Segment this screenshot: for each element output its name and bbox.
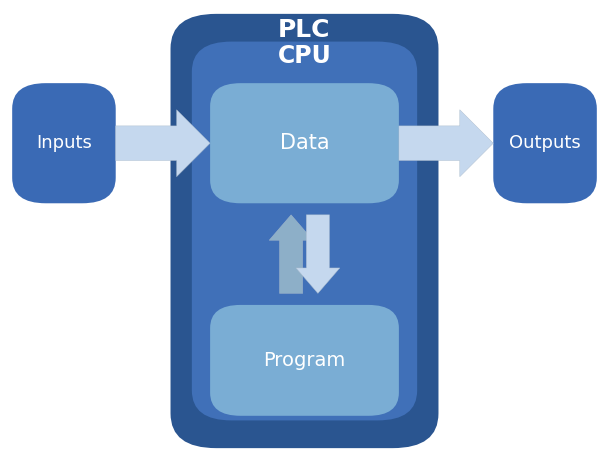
Text: Outputs: Outputs bbox=[509, 134, 581, 152]
FancyBboxPatch shape bbox=[210, 83, 399, 203]
Text: Program: Program bbox=[263, 351, 346, 370]
Text: Inputs: Inputs bbox=[36, 134, 92, 152]
FancyBboxPatch shape bbox=[171, 14, 438, 448]
FancyBboxPatch shape bbox=[210, 305, 399, 416]
FancyBboxPatch shape bbox=[493, 83, 597, 203]
Polygon shape bbox=[296, 215, 340, 293]
Polygon shape bbox=[269, 215, 313, 293]
Text: PLC: PLC bbox=[278, 18, 331, 42]
Polygon shape bbox=[399, 109, 493, 176]
Text: CPU: CPU bbox=[278, 44, 331, 68]
FancyBboxPatch shape bbox=[12, 83, 116, 203]
Polygon shape bbox=[116, 109, 210, 176]
Text: Data: Data bbox=[280, 133, 329, 153]
FancyBboxPatch shape bbox=[192, 42, 417, 420]
